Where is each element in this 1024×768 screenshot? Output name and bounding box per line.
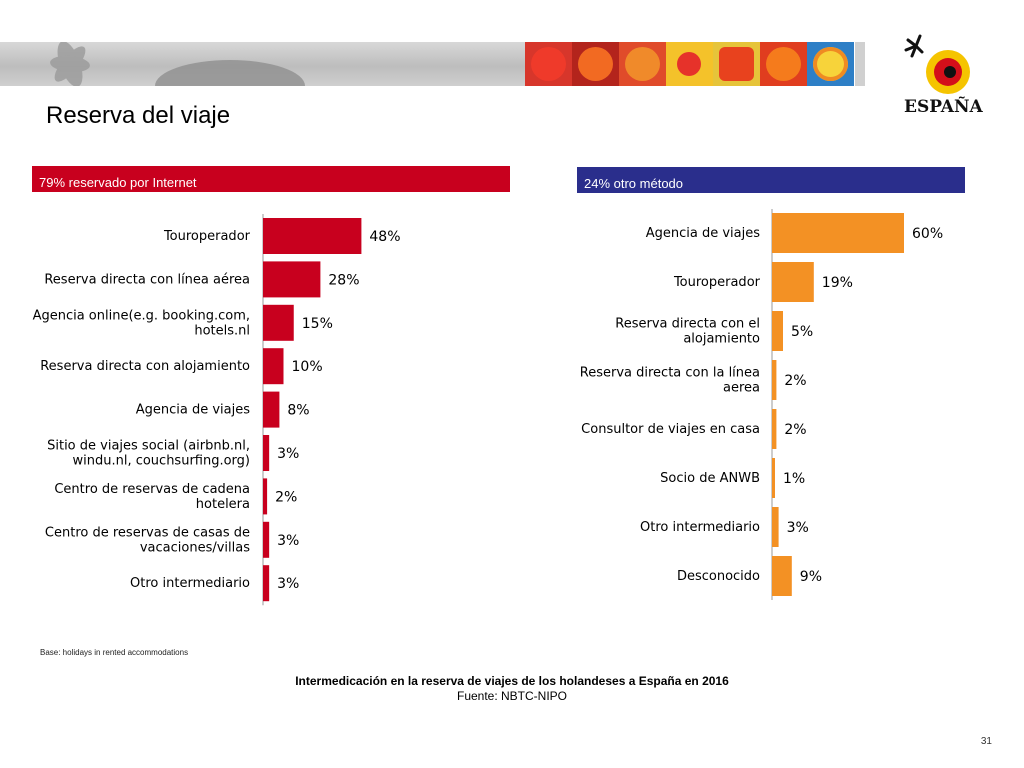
left-value-label-2: 15% — [302, 316, 333, 332]
left-category-label-4: Agencia de viajes — [136, 403, 251, 418]
right-bar-4 — [772, 409, 777, 449]
right-category-label-3-line-1: aerea — [723, 381, 760, 396]
left-category-label-1-line-0: Reserva directa con línea aérea — [44, 272, 250, 287]
logo-text: ESPAÑA — [904, 95, 984, 117]
sun-tile-5 — [713, 42, 760, 86]
right-category-label-6: Otro intermediario — [640, 520, 760, 535]
left-category-label-2-line-1: hotels.nl — [194, 323, 250, 338]
left-value-label-4: 8% — [287, 403, 309, 419]
left-category-label-7: Centro de reservas de casas de vacaciones… — [45, 525, 250, 555]
sun-tile-7 — [807, 42, 854, 86]
right-bar-5 — [772, 458, 775, 498]
right-bar-7 — [772, 556, 792, 596]
sun-tile-1 — [525, 42, 572, 86]
left-bar-2 — [263, 304, 294, 341]
right-category-label-2: Reserva directa con el alojamiento — [615, 317, 760, 347]
right-value-label-1: 19% — [822, 275, 853, 291]
right-value-label-0: 60% — [912, 226, 943, 242]
header-banner-end — [855, 42, 865, 86]
left-value-label-1: 28% — [328, 272, 359, 288]
right-bar-0 — [772, 213, 904, 253]
right-category-label-2-line-0: Reserva directa con el — [615, 317, 760, 332]
right-category-label-0-line-0: Agencia de viajes — [646, 226, 761, 241]
right-bar-1 — [772, 262, 814, 302]
left-bar-0 — [263, 218, 362, 254]
right-category-label-0: Agencia de viajes — [646, 226, 761, 241]
left-value-label-8: 3% — [277, 576, 299, 592]
right-chart-title: 24% otro método — [577, 167, 965, 193]
right-bar-3 — [772, 360, 777, 400]
left-bar-5 — [263, 435, 270, 471]
sun-tile-2 — [572, 42, 619, 86]
espana-logo: ESPAÑA — [904, 34, 984, 117]
right-category-label-1-line-0: Touroperador — [673, 275, 761, 290]
left-bar-3 — [263, 348, 284, 385]
caption-source: Fuente: NBTC-NIPO — [456, 689, 568, 703]
sun-tile-3 — [619, 42, 666, 86]
left-category-label-8-line-0: Otro intermediario — [130, 576, 250, 591]
left-value-label-0: 48% — [369, 229, 400, 245]
sun-tile-6 — [760, 42, 807, 86]
right-category-label-7: Desconocido — [677, 569, 760, 584]
left-category-label-0: Touroperador — [163, 229, 251, 244]
right-value-label-7: 9% — [800, 569, 822, 585]
sun-tile-4 — [666, 42, 713, 86]
right-value-label-5: 1% — [783, 471, 805, 487]
left-bar-4 — [263, 391, 280, 428]
left-bar-6 — [263, 478, 268, 515]
right-value-label-3: 2% — [784, 373, 806, 389]
right-category-label-3: Reserva directa con la línea aerea — [580, 366, 760, 396]
left-category-label-6: Centro de reservas de cadena hotelera — [54, 482, 250, 512]
sun-image-strip — [525, 42, 855, 86]
left-category-label-1: Reserva directa con línea aérea — [44, 272, 250, 287]
right-category-label-6-line-0: Otro intermediario — [640, 520, 760, 535]
base-note: Base: holidays in rented accommodations — [40, 648, 189, 657]
left-category-label-5-line-0: Sitio de viajes social (airbnb.nl, — [47, 439, 250, 454]
left-bar-1 — [263, 261, 321, 298]
right-category-label-4-line-0: Consultor de viajes en casa — [581, 422, 760, 437]
right-category-label-4: Consultor de viajes en casa — [581, 422, 760, 437]
left-category-label-3-line-0: Reserva directa con alojamiento — [40, 359, 250, 374]
left-category-label-2-line-0: Agencia online(e.g. booking.com, — [33, 308, 250, 323]
left-value-label-3: 10% — [292, 359, 323, 375]
page-title: Reserva del viaje — [46, 102, 231, 129]
right-category-label-3-line-0: Reserva directa con la línea — [580, 366, 760, 381]
left-chart: 48% Touroperador 28% Reserva directa con lí… — [33, 214, 401, 606]
left-value-label-7: 3% — [277, 533, 299, 549]
left-bar-7 — [263, 521, 270, 558]
left-value-label-6: 2% — [275, 489, 297, 505]
left-category-label-5: Sitio de viajes social (airbnb.nl, windu.… — [47, 439, 250, 469]
caption-title: Intermedicación en la reserva de viajes … — [295, 674, 729, 688]
page-number: 31 — [980, 736, 992, 747]
left-category-label-0-line-0: Touroperador — [163, 229, 251, 244]
left-category-label-7-line-0: Centro de reservas de casas de — [45, 525, 250, 540]
left-category-label-6-line-0: Centro de reservas de cadena — [54, 482, 250, 497]
right-category-label-5: Socio de ANWB — [660, 471, 760, 486]
left-bar-8 — [263, 565, 270, 602]
left-category-label-7-line-1: vacaciones/villas — [140, 540, 250, 555]
left-value-label-5: 3% — [277, 446, 299, 462]
right-category-label-5-line-0: Socio de ANWB — [660, 471, 760, 486]
left-category-label-4-line-0: Agencia de viajes — [136, 403, 251, 418]
right-category-label-1: Touroperador — [673, 275, 761, 290]
right-category-label-7-line-0: Desconocido — [677, 569, 760, 584]
left-category-label-6-line-1: hotelera — [196, 497, 250, 512]
left-category-label-2: Agencia online(e.g. booking.com, hotels.n… — [33, 308, 250, 338]
left-category-label-5-line-1: windu.nl, couchsurfing.org) — [72, 454, 250, 469]
right-value-label-6: 3% — [787, 520, 809, 536]
right-chart: 60% Agencia de viajes 19% Touroperador 5% Res… — [580, 209, 943, 600]
right-category-label-2-line-1: alojamiento — [683, 332, 760, 347]
left-category-label-8: Otro intermediario — [130, 576, 250, 591]
right-value-label-4: 2% — [784, 422, 806, 438]
right-value-label-2: 5% — [791, 324, 813, 340]
right-bar-2 — [772, 311, 783, 351]
right-bar-6 — [772, 507, 779, 547]
left-category-label-3: Reserva directa con alojamiento — [40, 359, 250, 374]
left-chart-title: 79% reservado por Internet — [32, 166, 510, 192]
